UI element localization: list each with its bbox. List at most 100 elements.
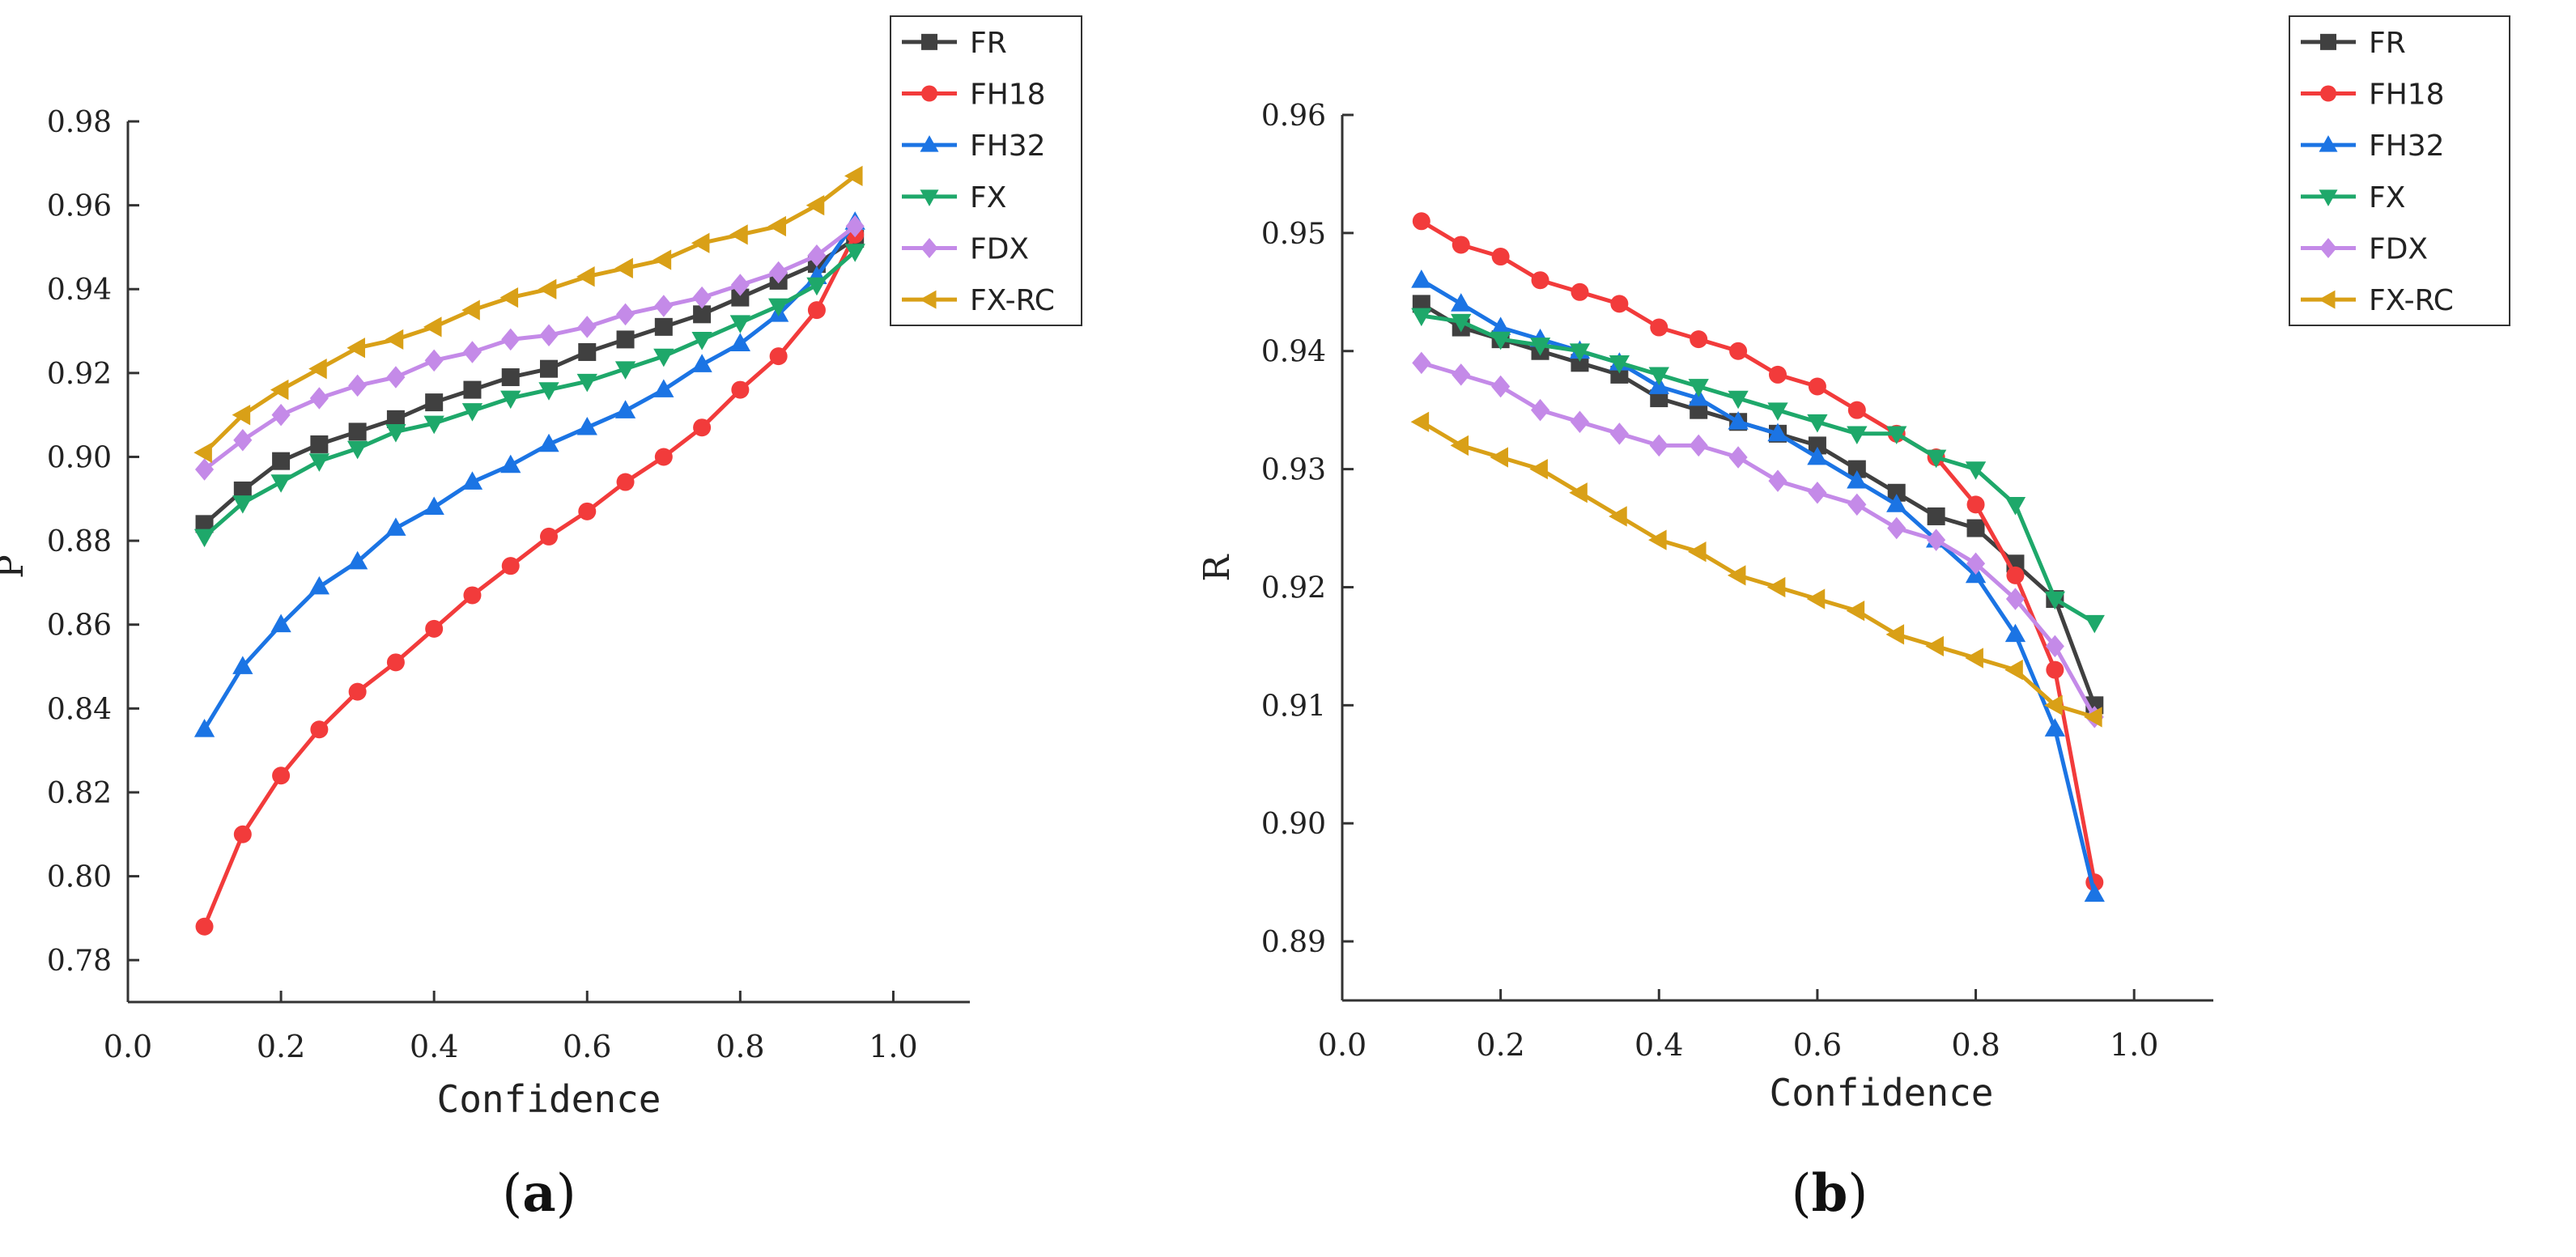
data-point [1412, 351, 1431, 375]
data-point [195, 515, 214, 533]
legend-label: FH32 [2369, 130, 2445, 163]
data-point [1768, 469, 1787, 492]
data-point [270, 474, 291, 493]
x-tick-label: 0.4 [1634, 1027, 1683, 1063]
x-tick-label: 0.2 [257, 1029, 305, 1064]
y-axis-label: R [1197, 554, 1238, 582]
series-fx-rc [1410, 411, 2102, 728]
data-point [1688, 379, 1709, 397]
data-point [2004, 623, 2026, 643]
data-point [1847, 469, 1868, 489]
data-point [1451, 293, 1472, 312]
x-tick-label: 0.2 [1476, 1027, 1524, 1063]
data-point [1610, 295, 1629, 313]
data-point [2084, 614, 2105, 634]
y-tick-label: 0.88 [47, 525, 112, 558]
legend-item: FH18 [2301, 79, 2445, 112]
data-point [2084, 883, 2105, 902]
y-tick-label: 0.96 [47, 190, 112, 223]
data-point [272, 452, 291, 470]
y-tick-label: 0.78 [47, 945, 112, 978]
data-point [1769, 365, 1787, 384]
data-point [1806, 588, 1826, 609]
legend-item: FX-RC [2301, 284, 2454, 317]
data-point [1571, 282, 1589, 301]
data-point [614, 361, 636, 380]
data-point [346, 338, 365, 359]
data-point [692, 286, 712, 309]
legend: FR FH18 FH32 FX FDX FX-RC [2289, 15, 2510, 326]
data-point [1847, 493, 1867, 516]
data-point [1767, 423, 1788, 442]
data-point [2084, 707, 2102, 728]
data-point [1452, 236, 1470, 254]
data-point [577, 316, 597, 338]
data-point [1411, 270, 1432, 288]
data-point [1927, 507, 1945, 525]
data-point [1728, 411, 1749, 430]
data-point [346, 440, 368, 460]
data-point [1927, 529, 1946, 551]
data-point [844, 165, 863, 187]
data-point [693, 418, 712, 437]
data-point [1529, 458, 1548, 480]
data-point [1569, 343, 1591, 362]
data-point [729, 315, 751, 333]
legend-label: FDX [2369, 233, 2428, 266]
x-tick-label: 0.8 [1951, 1027, 2000, 1063]
data-point [731, 380, 750, 399]
data-point [731, 288, 750, 307]
legend-marker [920, 290, 937, 309]
data-point [463, 586, 482, 605]
x-tick-label: 0.6 [1793, 1027, 1842, 1063]
data-point [2005, 588, 2026, 610]
legend: FR FH18 FH32 FX FDX FX-RC [890, 15, 1082, 326]
legend-label: FR [970, 27, 1007, 60]
legend-label: FX [970, 181, 1006, 214]
x-tick-label: 0.8 [716, 1029, 764, 1064]
data-point [501, 368, 520, 387]
data-point [1886, 426, 1907, 445]
series-fx [193, 244, 865, 548]
data-point [1766, 576, 1786, 598]
legend-label: FH32 [970, 130, 1046, 163]
series-fx [1411, 308, 2105, 634]
y-tick-label: 0.91 [1261, 690, 1326, 723]
data-point [538, 278, 557, 299]
x-tick-label: 0.0 [104, 1029, 152, 1064]
data-point [1728, 390, 1749, 410]
data-point [1808, 377, 1826, 396]
legend-marker [2320, 85, 2336, 102]
data-point [1847, 460, 1866, 478]
series-fh18 [195, 225, 865, 936]
y-tick-label: 0.89 [1261, 926, 1326, 959]
y-axis-label: P [0, 554, 32, 579]
data-point [1569, 482, 1588, 503]
data-point [1925, 449, 1947, 469]
data-point [501, 557, 520, 575]
data-point [232, 405, 251, 426]
panel-label: (a) [502, 1163, 576, 1224]
legend-label: FDX [970, 233, 1029, 266]
data-point [1767, 402, 1788, 421]
data-point [1807, 446, 1828, 465]
data-point [1687, 541, 1707, 563]
data-point [615, 303, 635, 326]
data-point [691, 332, 712, 350]
legend-marker [921, 85, 937, 102]
series-line [1421, 313, 2096, 625]
data-point [310, 435, 329, 453]
data-point [1648, 529, 1667, 550]
data-point [500, 390, 521, 410]
data-point [233, 481, 252, 499]
series-line [1420, 278, 2097, 895]
data-point [346, 550, 368, 570]
data-point [310, 720, 329, 739]
data-point [1727, 565, 1746, 586]
x-tick-label: 1.0 [869, 1029, 917, 1064]
data-point [463, 380, 482, 399]
data-point [193, 529, 215, 548]
data-point [195, 917, 214, 936]
data-point [2006, 566, 2025, 584]
